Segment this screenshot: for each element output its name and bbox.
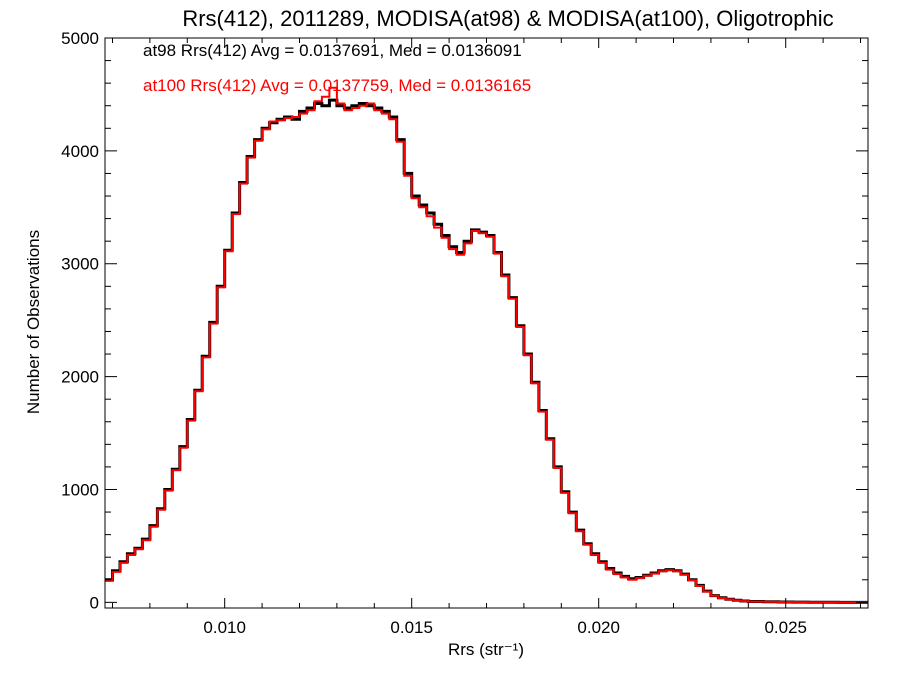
y-tick-label: 1000 <box>61 480 99 499</box>
y-axis: 0 1000 2000 3000 4000 5000 <box>61 29 868 612</box>
chart-title: Rrs(412), 2011289, MODISA(at98) & MODISA… <box>182 6 833 31</box>
x-axis-label: Rrs (str⁻¹) <box>448 640 524 659</box>
y-axis-label: Number of Observations <box>24 230 43 414</box>
y-tick-label: 3000 <box>61 255 99 274</box>
y-tick-label: 4000 <box>61 142 99 161</box>
plot-area <box>105 86 868 604</box>
x-tick-label: 0.015 <box>390 618 433 637</box>
y-tick-label: 0 <box>90 593 99 612</box>
plot-frame <box>104 37 869 609</box>
series-line-at98 <box>105 98 868 604</box>
series-line-at100 <box>105 86 868 604</box>
x-tick-label: 0.010 <box>203 618 246 637</box>
y-tick-label: 5000 <box>61 29 99 48</box>
annotation-at98: at98 Rrs(412) Avg = 0.0137691, Med = 0.0… <box>143 41 522 60</box>
annotation-at100: at100 Rrs(412) Avg = 0.0137759, Med = 0.… <box>143 76 531 95</box>
x-axis: 0.010 0.015 0.020 0.025 <box>111 38 862 637</box>
x-tick-label: 0.020 <box>577 618 620 637</box>
x-tick-label: 0.025 <box>764 618 807 637</box>
y-tick-label: 2000 <box>61 368 99 387</box>
